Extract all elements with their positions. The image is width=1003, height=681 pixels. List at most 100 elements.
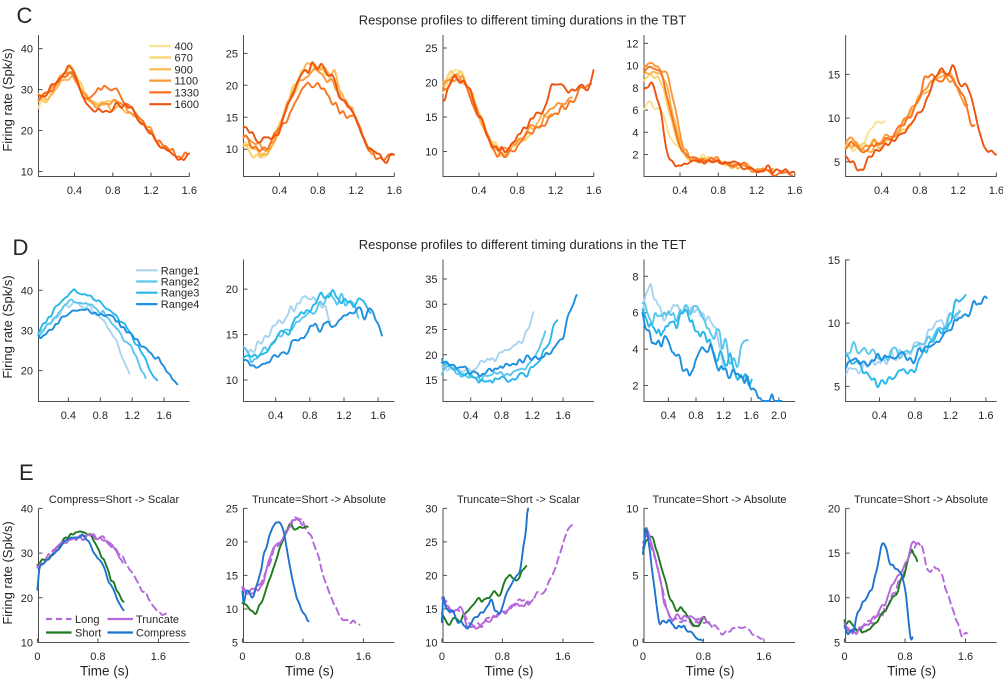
svg-text:Range2: Range2 (161, 277, 200, 289)
svg-text:0.8: 0.8 (295, 651, 310, 663)
svg-text:0.8: 0.8 (105, 185, 120, 197)
svg-text:1.6: 1.6 (989, 185, 1003, 197)
svg-text:5: 5 (834, 638, 840, 650)
svg-text:0.4: 0.4 (471, 185, 486, 197)
svg-text:1.2: 1.2 (336, 410, 351, 422)
svg-text:30: 30 (21, 548, 33, 560)
svg-text:Truncate=Short -> Absolute: Truncate=Short -> Absolute (252, 494, 386, 506)
svg-text:400: 400 (175, 41, 193, 53)
svg-text:2: 2 (632, 150, 638, 162)
svg-text:0.4: 0.4 (874, 185, 889, 197)
svg-text:6: 6 (632, 308, 638, 320)
svg-text:25: 25 (226, 48, 238, 60)
svg-text:0: 0 (841, 651, 847, 663)
svg-text:1330: 1330 (175, 87, 199, 99)
svg-text:Range4: Range4 (161, 299, 200, 311)
svg-text:Truncate=Short -> Scalar: Truncate=Short -> Scalar (457, 494, 580, 506)
svg-text:10: 10 (226, 604, 238, 616)
svg-text:10: 10 (226, 144, 238, 156)
svg-text:1.6: 1.6 (756, 651, 771, 663)
svg-text:0.4: 0.4 (872, 410, 887, 422)
svg-text:1.6: 1.6 (151, 651, 166, 663)
svg-text:1.6: 1.6 (356, 651, 371, 663)
svg-text:D: D (13, 235, 29, 260)
svg-text:10: 10 (425, 147, 437, 159)
svg-text:20: 20 (226, 284, 238, 296)
svg-text:0.8: 0.8 (90, 651, 105, 663)
svg-text:1.6: 1.6 (182, 185, 197, 197)
svg-text:20: 20 (425, 570, 437, 582)
svg-text:25: 25 (226, 503, 238, 515)
svg-text:0.8: 0.8 (696, 651, 711, 663)
svg-text:1.6: 1.6 (370, 410, 385, 422)
svg-text:Compress=Short -> Scalar: Compress=Short -> Scalar (49, 494, 180, 506)
svg-text:1.2: 1.2 (143, 185, 158, 197)
svg-text:25: 25 (425, 537, 437, 549)
svg-text:1.2: 1.2 (548, 185, 563, 197)
svg-text:1.2: 1.2 (943, 410, 958, 422)
svg-text:20: 20 (425, 78, 437, 90)
svg-text:1.6: 1.6 (555, 410, 570, 422)
svg-text:0: 0 (632, 638, 638, 650)
svg-text:Short: Short (75, 628, 101, 640)
svg-text:0: 0 (439, 651, 445, 663)
svg-text:15: 15 (226, 112, 238, 124)
svg-text:Time (s): Time (s) (485, 664, 534, 679)
svg-text:0.4: 0.4 (268, 410, 283, 422)
svg-text:8: 8 (632, 271, 638, 283)
svg-text:1.6: 1.6 (586, 185, 601, 197)
svg-text:10: 10 (626, 61, 638, 73)
svg-text:1.6: 1.6 (555, 651, 570, 663)
svg-text:20: 20 (226, 80, 238, 92)
svg-text:25: 25 (425, 325, 437, 337)
svg-text:1.2: 1.2 (348, 185, 363, 197)
svg-text:Truncate=Short -> Absolute: Truncate=Short -> Absolute (854, 494, 988, 506)
svg-text:E: E (19, 460, 34, 485)
svg-text:Time (s): Time (s) (80, 664, 129, 679)
svg-text:15: 15 (425, 604, 437, 616)
svg-text:0.8: 0.8 (510, 185, 525, 197)
svg-text:Long: Long (75, 614, 99, 626)
svg-text:0.8: 0.8 (302, 410, 317, 422)
svg-text:5: 5 (632, 571, 638, 583)
svg-text:1.2: 1.2 (749, 185, 764, 197)
svg-text:0.8: 0.8 (495, 651, 510, 663)
svg-text:10: 10 (425, 638, 437, 650)
svg-text:Range1: Range1 (161, 265, 200, 277)
svg-text:0.4: 0.4 (61, 410, 76, 422)
svg-text:4: 4 (632, 344, 638, 356)
svg-text:1.6: 1.6 (156, 410, 171, 422)
svg-text:Firing rate (Spk/s): Firing rate (Spk/s) (0, 275, 15, 378)
svg-text:1100: 1100 (175, 76, 199, 88)
svg-text:Time (s): Time (s) (285, 664, 334, 679)
svg-text:10: 10 (21, 167, 33, 179)
svg-text:0.8: 0.8 (907, 410, 922, 422)
svg-text:0.4: 0.4 (661, 410, 676, 422)
svg-text:0.8: 0.8 (711, 185, 726, 197)
svg-text:Firing rate (Spk/s): Firing rate (Spk/s) (0, 48, 15, 151)
svg-text:10: 10 (226, 375, 238, 387)
svg-text:20: 20 (21, 126, 33, 138)
svg-text:30: 30 (21, 326, 33, 338)
svg-text:0.8: 0.8 (494, 410, 509, 422)
svg-text:20: 20 (21, 366, 33, 378)
svg-text:0.4: 0.4 (272, 185, 287, 197)
svg-text:15: 15 (828, 69, 840, 81)
svg-text:8: 8 (632, 83, 638, 95)
svg-text:30: 30 (425, 299, 437, 311)
svg-text:20: 20 (425, 350, 437, 362)
svg-text:1.2: 1.2 (950, 185, 965, 197)
svg-text:0.8: 0.8 (93, 410, 108, 422)
svg-text:20: 20 (226, 537, 238, 549)
svg-text:C: C (17, 3, 33, 28)
svg-text:1.6: 1.6 (787, 185, 802, 197)
svg-text:1.2: 1.2 (125, 410, 140, 422)
svg-text:10: 10 (626, 503, 638, 515)
svg-text:2: 2 (632, 381, 638, 393)
svg-text:0.8: 0.8 (897, 651, 912, 663)
svg-text:6: 6 (632, 105, 638, 117)
svg-text:5: 5 (834, 381, 840, 393)
svg-text:15: 15 (425, 112, 437, 124)
svg-text:15: 15 (226, 330, 238, 342)
svg-text:20: 20 (828, 503, 840, 515)
